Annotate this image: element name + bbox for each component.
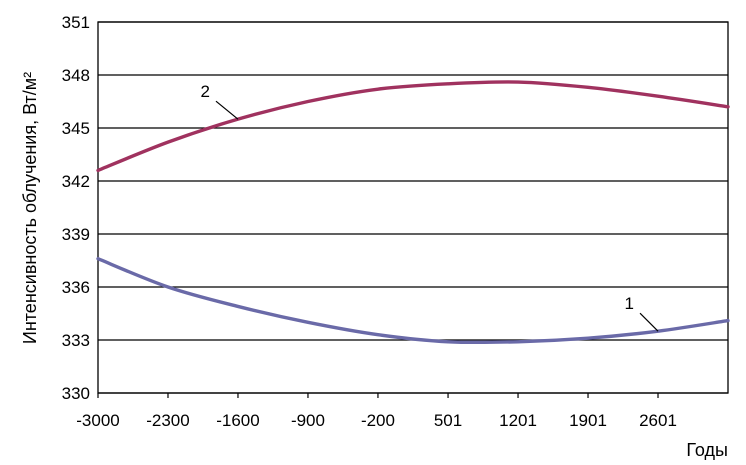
- series-line-1: [96, 257, 730, 345]
- x-tick-label-7: 1901: [569, 411, 607, 430]
- series-label-leader-1: [639, 312, 659, 332]
- x-tick-label-2: -1600: [216, 411, 259, 430]
- x-tick-label-0: -3000: [76, 411, 119, 430]
- series-lines: [96, 80, 730, 345]
- x-tick-label-1: -2300: [146, 411, 189, 430]
- y-tick-label-5: 345: [62, 119, 90, 138]
- series-label-1: 1: [625, 294, 634, 313]
- series-label-leader-2: [215, 100, 239, 120]
- y-tick-label-2: 336: [62, 278, 90, 297]
- y-tick-label-0: 330: [62, 384, 90, 403]
- series-label-2: 2: [201, 82, 210, 101]
- x-axis-ticks: -3000 -2300 -1600 -900 -200 501 1201 1901 2601: [76, 393, 677, 430]
- y-tick-label-7: 351: [62, 13, 90, 32]
- x-tick-label-8: 2601: [639, 411, 677, 430]
- plot-area: [97, 21, 729, 394]
- y-tick-label-6: 348: [62, 66, 90, 85]
- y-tick-label-3: 339: [62, 225, 90, 244]
- y-tick-label-1: 333: [62, 331, 90, 350]
- series-labels: 12: [201, 82, 659, 332]
- y-axis-ticks: 330 333 336 339 342 345 348 351: [62, 13, 90, 403]
- series-line-2: [96, 80, 730, 173]
- x-tick-label-5: 501: [434, 411, 462, 430]
- x-tick-label-3: -900: [291, 411, 325, 430]
- y-axis-title: Интенсивность облучения, Вт/м²: [20, 72, 40, 344]
- x-axis-title: Годы: [686, 440, 728, 460]
- x-tick-label-6: 1201: [499, 411, 537, 430]
- gridlines: [98, 21, 728, 394]
- x-tick-label-4: -200: [361, 411, 395, 430]
- y-tick-label-4: 342: [62, 172, 90, 191]
